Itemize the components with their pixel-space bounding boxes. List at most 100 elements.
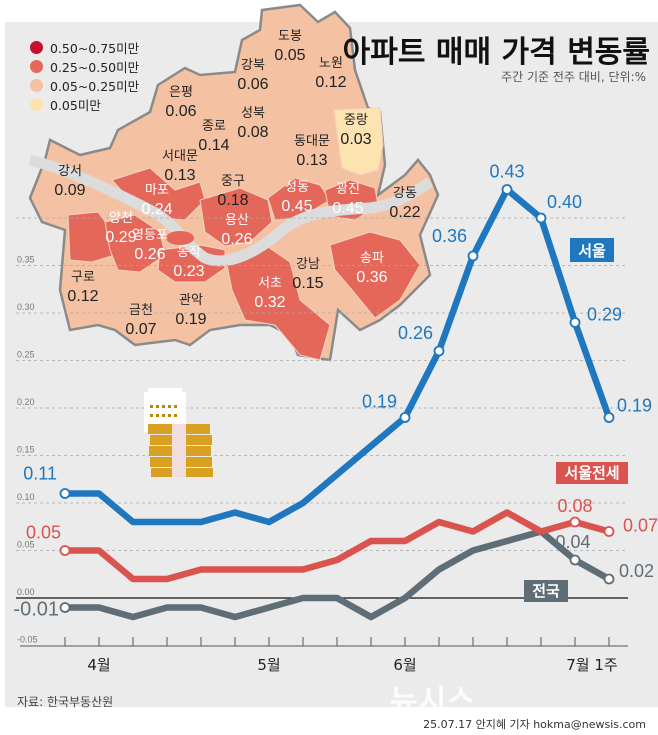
- data-label: 0.07: [623, 516, 658, 536]
- district-name: 중구: [221, 174, 245, 189]
- district-label: 종로 0.14: [198, 119, 229, 154]
- district-name: 서대문: [162, 149, 198, 164]
- series-tag-bg: [556, 462, 628, 484]
- y-tick-label: 0.05: [17, 540, 35, 550]
- district-value: 0.19: [175, 311, 206, 328]
- district-value: 0.32: [254, 294, 285, 311]
- district-value: 0.36: [356, 269, 387, 286]
- legend-swatch-icon: [30, 60, 43, 73]
- district-shape-high: [104, 214, 166, 273]
- district-value: 0.26: [221, 231, 252, 248]
- district-name: 성북: [241, 106, 265, 121]
- legend-swatch-icon: [30, 41, 43, 54]
- data-label: 0.19: [617, 396, 652, 416]
- district-value: 0.29: [105, 229, 136, 246]
- district-value: 0.24: [141, 201, 172, 218]
- district-value: 0.03: [340, 131, 371, 148]
- district-name: 강남: [296, 257, 320, 272]
- district-value: 0.23: [173, 263, 204, 280]
- district-label: 동대문 0.13: [294, 134, 330, 169]
- district-name: 동작: [177, 245, 201, 260]
- legend-item: 0.05미만: [30, 95, 139, 114]
- district-value: 0.26: [134, 246, 165, 263]
- district-value: 0.06: [165, 103, 196, 120]
- district-name: 관악: [179, 293, 203, 308]
- legend-item: 0.05~0.25미만: [30, 76, 139, 95]
- series-name-tag: 전국: [524, 580, 568, 602]
- district-value: 0.12: [67, 288, 98, 305]
- district-name: 은평: [169, 85, 193, 100]
- legend-swatch-icon: [30, 98, 43, 111]
- data-label: 0.19: [362, 392, 397, 412]
- district-name: 양천: [109, 211, 133, 226]
- district-label: 중구 0.18: [217, 174, 248, 209]
- data-label: 0.04: [555, 532, 590, 552]
- series-line-0: [65, 186, 613, 526]
- district-name: 종로: [202, 119, 226, 134]
- data-label: 0.11: [23, 464, 57, 484]
- data-point: [59, 602, 71, 613]
- y-tick-label: 0.35: [17, 255, 35, 265]
- district-label: 중랑 0.03: [340, 113, 371, 148]
- data-point: [603, 526, 615, 537]
- district-name: 동대문: [294, 134, 330, 149]
- data-point: [59, 545, 71, 556]
- district-name: 중랑: [344, 113, 368, 128]
- building-coins-illustration: [144, 388, 213, 477]
- district-label: 송파 0.36: [356, 251, 387, 286]
- district-name: 성동: [285, 180, 309, 195]
- legend-item: 0.50~0.75미만: [30, 38, 139, 57]
- district-label: 마포 0.24: [141, 183, 172, 218]
- data-point: [467, 250, 479, 262]
- newsis-watermark: 뉴시스: [390, 684, 476, 719]
- district-label: 강남 0.15: [292, 257, 323, 292]
- y-tick-label: -0.05: [17, 635, 38, 645]
- credit-text: 25.07.17 안지혜 기자 hokma@newsis.com: [423, 718, 646, 731]
- y-tick-label: 0.25: [17, 350, 35, 360]
- district-name: 마포: [145, 183, 169, 198]
- district-value: 0.45: [281, 198, 312, 215]
- district-value: 0.15: [292, 275, 323, 292]
- district-label: 용산 0.26: [221, 213, 252, 248]
- district-label: 광진 0.45: [332, 182, 363, 217]
- district-label: 동작 0.23: [173, 245, 204, 280]
- district-value: 0.45: [332, 200, 363, 217]
- district-label: 금천 0.07: [125, 303, 156, 338]
- data-point: [501, 184, 513, 195]
- series-name-tag: 서울: [570, 238, 614, 262]
- series-tag-label: 서울전세: [564, 464, 619, 482]
- district-shape-high: [329, 231, 421, 319]
- district-name: 노원: [319, 56, 343, 71]
- series-line-2: [65, 528, 611, 621]
- x-month-label: 4월: [87, 656, 110, 674]
- district-value: 0.18: [217, 192, 248, 209]
- district-name: 강서: [58, 164, 82, 179]
- data-point: [569, 317, 581, 328]
- series-name-tag: 서울전세: [556, 462, 628, 484]
- district-name: 영등포: [132, 228, 168, 243]
- y-tick-label: 0.10: [17, 492, 35, 502]
- district-name: 도봉: [278, 29, 302, 44]
- district-label: 도봉 0.05: [274, 29, 305, 64]
- y-tick-label: 0.30: [17, 302, 35, 312]
- data-point: [399, 412, 411, 423]
- seoul-map: 도봉 0.05 노원 0.12 강북 0.06 은평 0.06 성북 0.08 종로 0.14 중랑 0.…: [28, 3, 440, 362]
- district-name: 강북: [241, 58, 265, 73]
- district-label: 강서 0.09: [54, 164, 85, 199]
- source-text: 자료: 한국부동산원: [17, 695, 114, 709]
- data-point: [603, 412, 615, 423]
- page-title: 아파트 매매 가격 변동률: [342, 35, 650, 70]
- legend-swatch-icon: [30, 79, 43, 92]
- legend-label: 0.25~0.50미만: [50, 60, 140, 75]
- district-label: 은평 0.06: [165, 85, 196, 120]
- district-value: 0.13: [296, 152, 327, 169]
- district-label: 서대문 0.13: [162, 149, 198, 184]
- data-point: [569, 554, 581, 566]
- han-river: [28, 154, 433, 267]
- data-label: -0.01: [13, 599, 59, 621]
- data-point: [535, 212, 547, 224]
- district-name: 송파: [360, 251, 384, 266]
- district-value: 0.07: [125, 321, 156, 338]
- district-label: 서초 0.32: [254, 276, 285, 311]
